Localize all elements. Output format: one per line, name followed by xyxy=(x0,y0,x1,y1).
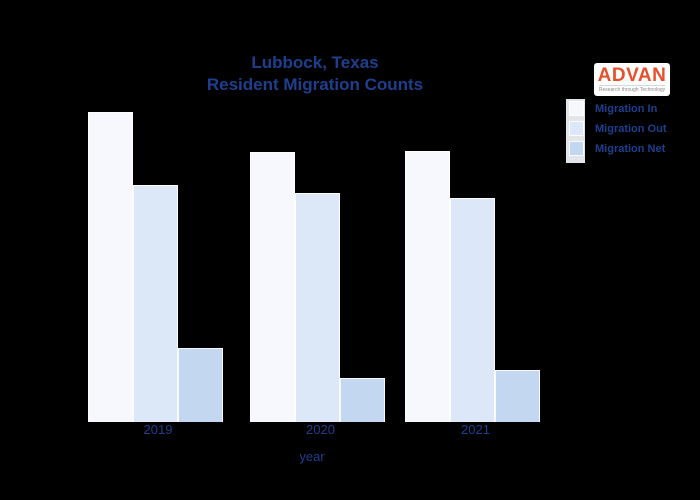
bar-migration-out-2021 xyxy=(450,198,495,422)
legend-label: Migration Net xyxy=(595,142,666,155)
legend-swatch xyxy=(569,101,584,116)
x-tick-2019: 2019 xyxy=(143,422,173,437)
x-tick-2021: 2021 xyxy=(461,422,490,437)
bar-migration-net-2019 xyxy=(177,348,223,422)
bar-migration-out-2020 xyxy=(295,193,340,422)
legend-label: Migration Out xyxy=(595,122,667,135)
bar-migration-in-2019 xyxy=(87,112,133,422)
legend-swatch xyxy=(569,121,584,136)
bar-migration-in-2021 xyxy=(405,151,450,422)
advan-logo: ADVAN Research through Technology xyxy=(594,63,670,96)
legend-item-migration-net[interactable]: Migration Net xyxy=(566,141,667,156)
bar-migration-net-2021 xyxy=(495,370,540,422)
bar-migration-out-2019 xyxy=(132,185,178,422)
chart-title-line1: Lubbock, Texas xyxy=(251,53,379,72)
chart-title: Lubbock, Texas Resident Migration Counts xyxy=(0,52,630,96)
legend-label: Migration In xyxy=(595,102,658,115)
advan-logo-wordmark: ADVAN xyxy=(597,65,667,86)
legend-item-migration-out[interactable]: Migration Out xyxy=(566,121,667,136)
bar-migration-in-2020 xyxy=(250,152,295,422)
legend-swatch xyxy=(569,141,584,156)
x-tick-2020: 2020 xyxy=(306,422,335,437)
legend: Migration In Migration Out Migration Net xyxy=(566,99,667,163)
bar-migration-net-2020 xyxy=(340,378,385,422)
legend-item-migration-in[interactable]: Migration In xyxy=(566,101,667,116)
advan-logo-tagline: Research through Technology xyxy=(598,85,666,93)
chart-title-line2: Resident Migration Counts xyxy=(206,75,424,94)
x-axis-title: year xyxy=(299,449,325,464)
